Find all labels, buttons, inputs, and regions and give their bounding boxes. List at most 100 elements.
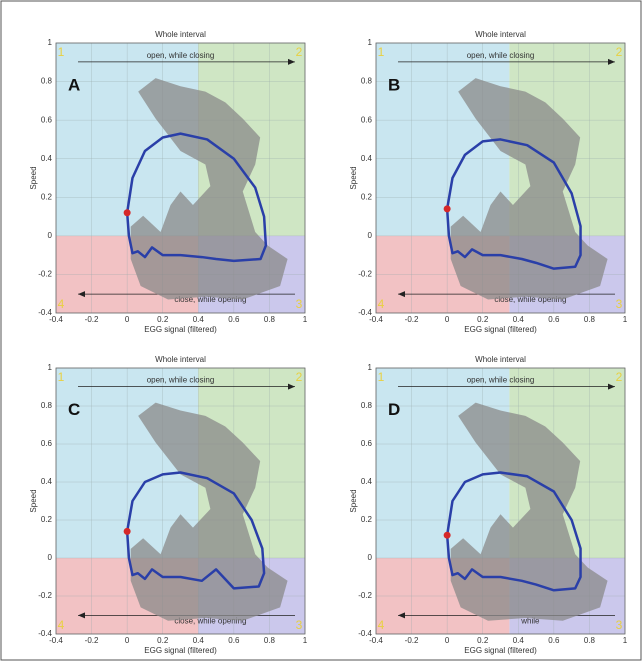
quadrant-label: 2 [616,370,623,384]
quadrant-label: 4 [378,618,385,632]
x-tick-label: 0.6 [228,636,240,645]
annotation: open, while closing [467,376,535,385]
y-tick-label: 0.2 [361,515,373,524]
y-axis-label: Speed [349,166,358,189]
panel: -0.4 -0.2 0 0.2 0.4 0.6 0.8 1 -0.4 -0.2 0 0.2 0.4 0.6… [29,30,308,334]
arrow-head [78,612,85,619]
quadrant-label: 3 [616,297,623,311]
x-tick-label: 0.6 [548,636,560,645]
arrow-head [288,58,295,65]
y-tick-label: -0.2 [358,270,372,279]
panel-label: D [388,400,400,419]
plot-border [55,367,306,635]
x-tick-label: 0.4 [513,315,525,324]
arrow-head [78,291,85,298]
y-axis-label: Speed [349,489,358,512]
y-tick-label: -0.2 [358,591,372,600]
y-tick-label: 0 [368,231,373,240]
x-tick-label: 0.2 [157,636,169,645]
annotation: close, while opening [174,295,246,304]
y-tick-label: 0.2 [41,515,53,524]
x-tick-label: 0.4 [193,636,205,645]
x-tick-label: 0.2 [477,636,489,645]
x-tick-label: 0 [445,315,450,324]
x-tick-label: 1 [623,315,628,324]
x-tick-label: 0 [445,636,450,645]
y-tick-label: 0.4 [41,477,53,486]
y-tick-label: 0.2 [361,192,373,201]
quadrant-label: 3 [296,618,303,632]
y-tick-label: -0.4 [358,308,372,317]
y-tick-label: 0.8 [41,401,53,410]
arrow-head [608,58,615,65]
quadrant-label: 2 [296,45,303,59]
x-tick-label: -0.2 [85,315,99,324]
x-tick-label: 0.2 [157,315,169,324]
cloud [450,402,608,621]
quadrant-label: 4 [58,297,65,311]
quadrant-label: 1 [378,370,385,384]
x-tick-label: 0.8 [264,636,276,645]
x-tick-label: -0.4 [369,636,383,645]
y-tick-label: 1 [48,363,53,372]
arrow-head [288,383,295,390]
x-axis-label: EGG signal (filtered) [144,646,217,655]
annotation: close, while opening [494,295,566,304]
y-tick-label: 0.8 [41,77,53,86]
marker-point [123,209,131,217]
y-tick-label: 0.8 [361,401,373,410]
panel: -0.4 -0.2 0 0.2 0.4 0.6 0.8 1 -0.4 -0.2 0 0.2 0.4 0.6… [349,355,628,655]
panel-label: B [388,76,400,95]
quadrant-label: 4 [378,297,385,311]
marker-point [443,205,451,213]
quadrant-label: 4 [58,618,65,632]
y-tick-label: 0.6 [41,115,53,124]
marker-point [443,531,451,539]
y-axis-label: Speed [29,489,38,512]
y-tick-label: -0.2 [38,270,52,279]
panel: -0.4 -0.2 0 0.2 0.4 0.6 0.8 1 -0.4 -0.2 0 0.2 0.4 0.6… [349,30,628,334]
marker-point [123,527,131,535]
curve [445,471,582,592]
y-tick-label: 0.4 [361,477,373,486]
x-tick-label: 0.4 [193,315,205,324]
plot-border [375,42,626,314]
annotation: open, while closing [467,51,535,60]
x-tick-label: 0.8 [264,315,276,324]
x-tick-label: 0.2 [477,315,489,324]
cloud [130,78,288,300]
y-tick-label: -0.4 [358,629,372,638]
chart-title: Whole interval [475,355,526,364]
x-tick-label: 1 [623,636,628,645]
x-tick-label: 0.4 [513,636,525,645]
annotation: close, while opening [174,616,246,625]
chart-title: Whole interval [155,355,206,364]
y-tick-label: -0.4 [38,629,52,638]
plot-border [55,42,306,314]
x-axis-label: EGG signal (filtered) [464,646,537,655]
plot-border [375,367,626,635]
quadrant-label: 3 [616,618,623,632]
x-tick-label: 1 [303,636,308,645]
chart-title: Whole interval [475,30,526,39]
x-tick-label: 0.8 [584,315,596,324]
y-tick-label: 0 [368,553,373,562]
y-tick-label: 0.6 [361,439,373,448]
x-axis-label: EGG signal (filtered) [464,325,537,334]
x-tick-label: 0.6 [548,315,560,324]
y-tick-label: 1 [48,38,53,47]
x-tick-label: -0.4 [369,315,383,324]
y-tick-label: 0.4 [41,154,53,163]
arrow-head [608,383,615,390]
panel-label: C [68,400,80,419]
annotation: open, while closing [147,51,215,60]
curve [445,138,582,270]
arrow-head [398,291,405,298]
y-tick-label: 0.8 [361,77,373,86]
x-tick-label: -0.2 [405,315,419,324]
x-tick-label: 1 [303,315,308,324]
curve [125,132,268,263]
quadrant-label: 1 [58,370,65,384]
y-tick-label: 0 [48,553,53,562]
